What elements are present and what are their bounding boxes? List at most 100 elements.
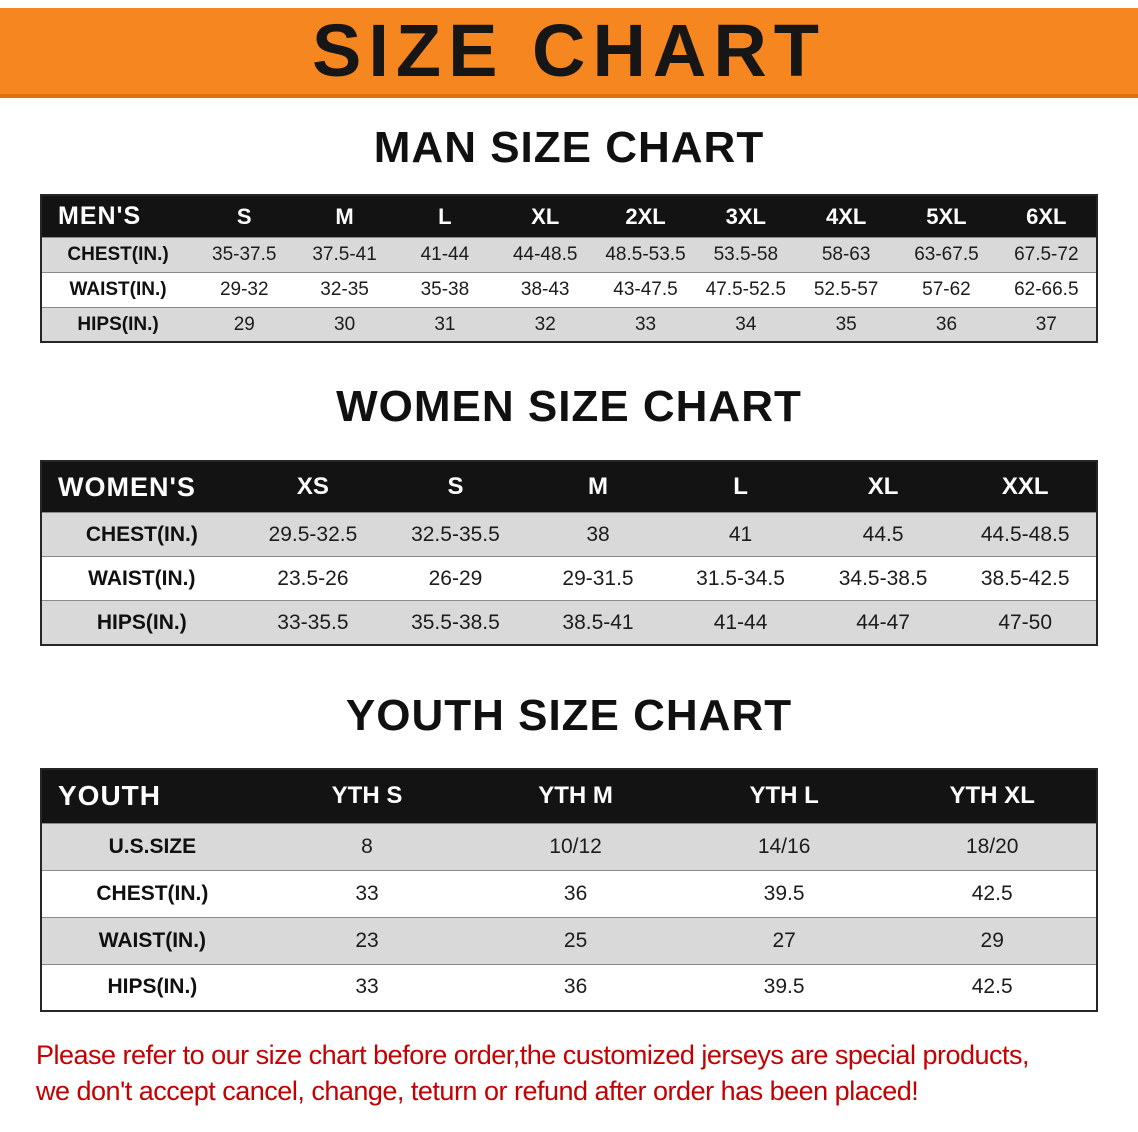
women-section-heading: WOMEN SIZE CHART <box>336 382 802 432</box>
column-header: 3XL <box>695 195 796 238</box>
table-row: U.S.SIZE 8 10/12 14/16 18/20 <box>41 823 1097 871</box>
column-header: YOUTH <box>41 769 263 824</box>
table-row: HIPS(IN.) 33-35.5 35.5-38.5 38.5-41 41-4… <box>41 600 1097 645</box>
page-title: SIZE CHART <box>312 9 826 92</box>
table-row: HIPS(IN.) 33 36 39.5 42.5 <box>41 964 1097 1012</box>
table-row: WAIST(IN.) 29-32 32-35 35-38 38-43 43-47… <box>41 272 1097 308</box>
row-label: CHEST(IN.) <box>85 522 198 546</box>
row-label: WAIST(IN.) <box>88 566 196 590</box>
table-cell: 35-37.5 <box>212 243 277 265</box>
table-cell: 35 <box>835 313 857 335</box>
table-cell: 57-62 <box>922 278 971 300</box>
table-row: CHEST(IN.) 33 36 39.5 42.5 <box>41 870 1097 918</box>
table-header-row: WOMEN'S XS S M L XL XXL <box>41 460 1097 513</box>
youth-section-heading: YOUTH SIZE CHART <box>345 690 793 740</box>
table-cell: 52.5-57 <box>813 278 879 300</box>
table-row: WAIST(IN.) 23.5-26 26-29 29-31.5 31.5-34… <box>41 556 1097 601</box>
table-cell: 35-38 <box>420 278 470 300</box>
row-label: HIPS(IN.) <box>107 975 198 999</box>
table-cell: 39.5 <box>763 881 805 905</box>
column-header: S <box>194 195 295 238</box>
table-cell: 32-35 <box>320 278 369 300</box>
table-cell: 34 <box>735 313 757 335</box>
row-label: CHEST(IN.) <box>96 881 209 905</box>
column-header: L <box>669 460 812 513</box>
table-cell: 32.5-35.5 <box>411 522 500 546</box>
column-header: 6XL <box>996 195 1097 238</box>
column-header: 4XL <box>795 195 897 238</box>
table-cell: 42.5 <box>971 975 1013 999</box>
column-header: YTH M <box>471 769 680 824</box>
table-cell: 33 <box>355 881 379 905</box>
banner: SIZE CHART <box>0 8 1138 98</box>
table-cell: 53.5-58 <box>713 243 779 265</box>
women-size-table: WOMEN'S XS S M L XL XXL CHEST(IN.) 29.5-… <box>40 459 1098 646</box>
row-label: HIPS(IN.) <box>96 610 187 634</box>
table-row: HIPS(IN.) 29 30 31 32 33 34 35 36 37 <box>41 307 1097 343</box>
table-cell: 43-47.5 <box>613 278 678 300</box>
row-label: CHEST(IN.) <box>67 243 169 265</box>
column-header: XL <box>495 195 596 238</box>
row-label: HIPS(IN.) <box>77 313 159 335</box>
table-cell: 41-44 <box>420 243 470 265</box>
table-cell: 38.5-42.5 <box>980 566 1070 590</box>
table-cell: 29 <box>980 928 1004 952</box>
table-cell: 36 <box>563 975 588 999</box>
table-cell: 31 <box>434 313 456 335</box>
column-header: M <box>526 460 670 513</box>
table-cell: 31.5-34.5 <box>696 566 785 590</box>
table-cell: 41 <box>728 522 753 546</box>
row-label: U.S.SIZE <box>108 834 197 858</box>
table-cell: 18/20 <box>965 834 1019 858</box>
men-section-heading: MAN SIZE CHART <box>373 123 765 172</box>
table-cell: 44-47 <box>856 610 910 634</box>
youth-size-table: YOUTH YTH S YTH M YTH L YTH XL U.S.SIZE … <box>40 768 1098 1013</box>
table-cell: 29.5-32.5 <box>268 522 358 546</box>
table-cell: 38.5-41 <box>562 610 634 634</box>
table-cell: 33-35.5 <box>277 610 349 634</box>
table-cell: 29 <box>233 313 255 335</box>
table-cell: 35.5-38.5 <box>411 610 500 634</box>
disclaimer-line-1: Please refer to our size chart before or… <box>36 1040 1030 1071</box>
men-size-table: MEN'S S M L XL 2XL 3XL 4XL 5XL 6XL CHEST… <box>40 194 1098 344</box>
table-cell: 26-29 <box>428 566 483 590</box>
table-cell: 14/16 <box>757 834 811 858</box>
table-cell: 48.5-53.5 <box>605 243 686 265</box>
column-header: L <box>394 195 496 238</box>
column-header: MEN'S <box>41 195 195 238</box>
column-header: XS <box>241 460 385 513</box>
table-cell: 23.5-26 <box>277 566 349 590</box>
table-cell: 44-48.5 <box>512 243 578 265</box>
table-cell: 32 <box>534 313 556 335</box>
column-header: M <box>294 195 395 238</box>
column-header: 2XL <box>595 195 696 238</box>
table-cell: 33 <box>634 313 657 335</box>
table-cell: 25 <box>563 928 588 952</box>
table-row: WAIST(IN.) 23 25 27 29 <box>41 917 1097 965</box>
table-row: CHEST(IN.) 29.5-32.5 32.5-35.5 38 41 44.… <box>41 512 1097 557</box>
table-header-row: YOUTH YTH S YTH M YTH L YTH XL <box>41 769 1097 824</box>
table-cell: 30 <box>334 313 356 335</box>
row-label: WAIST(IN.) <box>69 278 167 300</box>
table-cell: 8 <box>361 834 373 858</box>
column-header: S <box>384 460 527 513</box>
table-cell: 38-43 <box>520 278 570 300</box>
table-cell: 47.5-52.5 <box>705 278 786 300</box>
table-cell: 42.5 <box>971 881 1013 905</box>
table-cell: 39.5 <box>763 975 805 999</box>
table-header-row: MEN'S S M L XL 2XL 3XL 4XL 5XL 6XL <box>41 195 1097 238</box>
column-header: YTH XL <box>888 769 1097 824</box>
table-cell: 37.5-41 <box>312 243 377 265</box>
table-cell: 44.5-48.5 <box>980 522 1070 546</box>
table-cell: 41-44 <box>713 610 768 634</box>
table-cell: 29-31.5 <box>562 566 634 590</box>
table-cell: 67.5-72 <box>1014 243 1079 265</box>
table-cell: 36 <box>563 881 588 905</box>
table-cell: 33 <box>355 975 379 999</box>
disclaimer: Please refer to our size chart before or… <box>0 1040 1138 1107</box>
column-header: YTH L <box>679 769 889 824</box>
column-header: XL <box>811 460 955 513</box>
table-row: CHEST(IN.) 35-37.5 37.5-41 41-44 44-48.5… <box>41 237 1097 273</box>
table-cell: 37 <box>1035 313 1057 335</box>
